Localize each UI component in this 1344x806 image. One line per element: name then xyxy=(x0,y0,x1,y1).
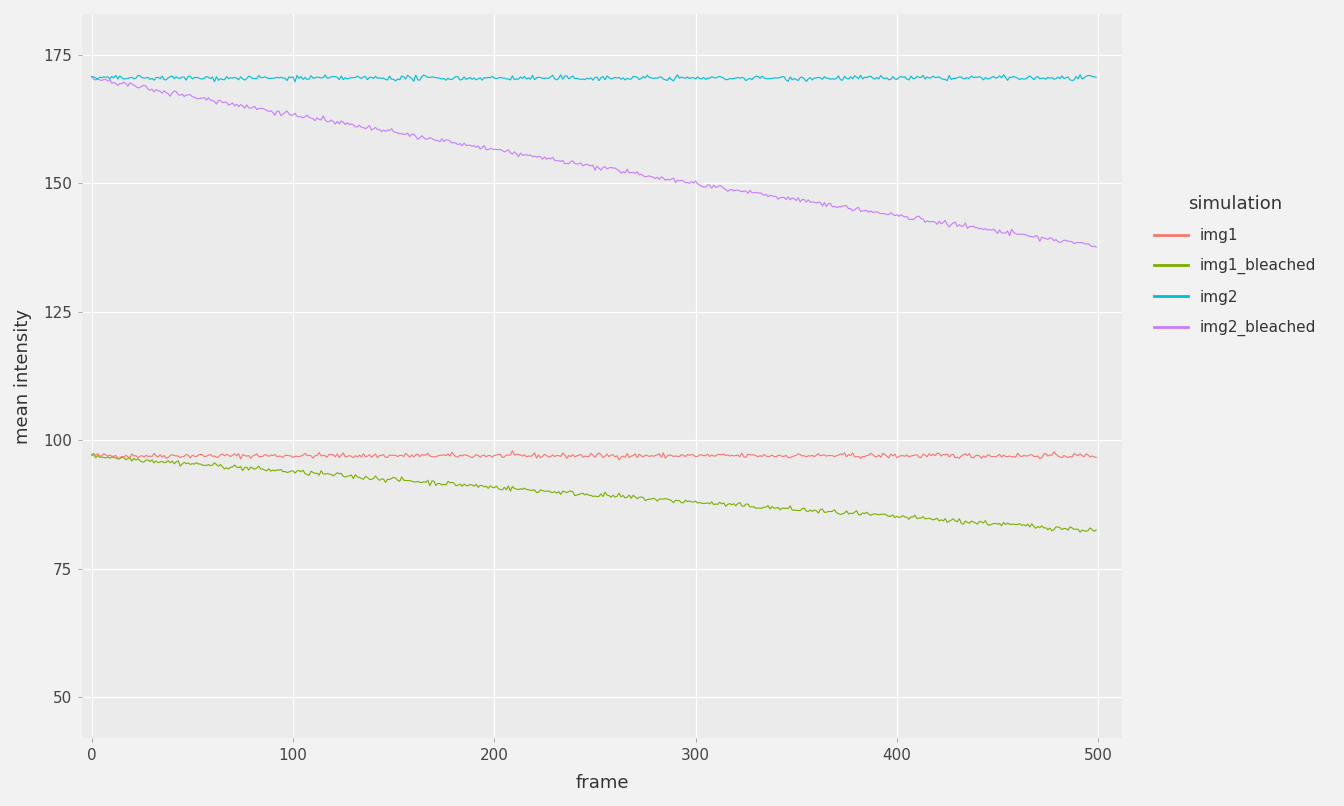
img1 xyxy=(911,452,927,462)
img2_bleached xyxy=(1064,237,1081,247)
img2 xyxy=(286,77,302,87)
img2_bleached xyxy=(628,168,644,178)
img1_bleached xyxy=(909,513,925,523)
img1 xyxy=(563,451,579,461)
img2_bleached xyxy=(83,73,99,82)
img2 xyxy=(83,72,99,81)
img1_bleached xyxy=(1089,525,1105,534)
img1_bleached xyxy=(569,490,585,500)
Y-axis label: mean intensity: mean intensity xyxy=(13,309,32,443)
X-axis label: frame: frame xyxy=(575,774,629,792)
img1_bleached xyxy=(1073,527,1089,537)
img1_bleached xyxy=(629,494,645,504)
img2_bleached xyxy=(560,159,577,168)
img1 xyxy=(632,450,648,459)
img2_bleached xyxy=(567,159,583,168)
img2 xyxy=(563,73,579,82)
img2 xyxy=(1089,73,1105,82)
img1 xyxy=(612,455,628,465)
Line: img1: img1 xyxy=(91,451,1097,460)
img2 xyxy=(569,73,585,83)
img1 xyxy=(83,451,99,460)
img1 xyxy=(1089,453,1105,463)
Legend: img1, img1_bleached, img2, img2_bleached: img1, img1_bleached, img2, img2_bleached xyxy=(1141,181,1331,350)
img2 xyxy=(909,72,925,81)
img1_bleached xyxy=(1066,525,1082,534)
img1_bleached xyxy=(86,449,102,459)
img2 xyxy=(996,70,1012,80)
Line: img2: img2 xyxy=(91,75,1097,82)
img1_bleached xyxy=(563,486,579,496)
img1_bleached xyxy=(83,450,99,459)
img2_bleached xyxy=(681,179,698,189)
img1 xyxy=(504,446,520,455)
img2 xyxy=(629,73,645,82)
img2 xyxy=(684,73,700,82)
img2 xyxy=(1068,72,1085,81)
img1_bleached xyxy=(684,497,700,507)
img1 xyxy=(569,451,585,461)
Line: img1_bleached: img1_bleached xyxy=(91,454,1097,532)
img2_bleached xyxy=(907,214,923,223)
img1 xyxy=(1068,450,1085,459)
img1 xyxy=(685,450,702,459)
img2_bleached xyxy=(1089,243,1105,252)
Line: img2_bleached: img2_bleached xyxy=(91,77,1097,247)
